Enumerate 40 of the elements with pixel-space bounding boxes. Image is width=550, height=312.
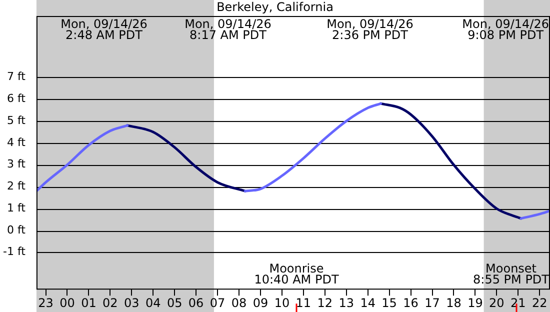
x-tick-label: 17 [424,296,440,310]
x-tick-label: 14 [360,296,376,310]
x-tick-label: 05 [166,296,182,310]
x-tick-label: 15 [382,296,397,310]
y-tick-label: 5 ft [6,114,26,127]
x-tick-label: 09 [252,296,268,310]
chart-title: Berkeley, California [216,0,334,14]
x-tick-label: 03 [124,296,140,310]
y-tick-label: 4 ft [6,136,26,149]
annotation: Mon, 09/14/26 2:36 PM PDT [326,17,414,42]
x-tick-label: 13 [338,296,354,310]
x-tick-label: 12 [317,296,333,310]
x-tick-label: 10 [274,296,290,310]
x-tick-label: 19 [468,296,483,310]
x-tick-label: 21 [510,296,526,310]
y-tick-label: 6 ft [6,92,26,106]
x-tick-label: 20 [489,296,504,310]
ref-line-label: Moonrise 10:40 AM PDT [254,262,340,287]
x-tick-label: 07 [210,296,226,310]
x-tick-label: 22 [532,296,548,310]
annotation: Mon, 09/14/26 2:48 AM PDT [60,17,148,42]
x-tick-label: 01 [81,296,96,310]
x-tick-label: 04 [145,296,161,310]
annotation: Mon, 09/14/26 8:17 AM PDT [184,17,272,42]
y-tick-label: -1 ft [2,245,26,258]
x-tick-label: 00 [60,296,75,310]
x-tick-label: 06 [188,296,204,310]
ref-line-label: Moonset 8:55 PM PDT [473,262,550,287]
x-tick-label: 11 [296,296,312,310]
y-tick-label: 1 ft [6,201,26,214]
x-tick-label: 18 [446,296,462,310]
y-tick-label: 2 ft [6,180,26,193]
y-tick-label: 7 ft [6,70,26,84]
x-tick-label: 16 [403,296,418,310]
x-tick-label: 02 [102,296,118,310]
x-tick-label: 23 [38,296,54,310]
annotation: Mon, 09/14/26 9:08 PM PDT [462,17,549,42]
y-tick-label: 3 ft [6,158,26,171]
x-tick-label: 08 [231,296,247,310]
y-tick-label: 0 ft [6,223,26,236]
